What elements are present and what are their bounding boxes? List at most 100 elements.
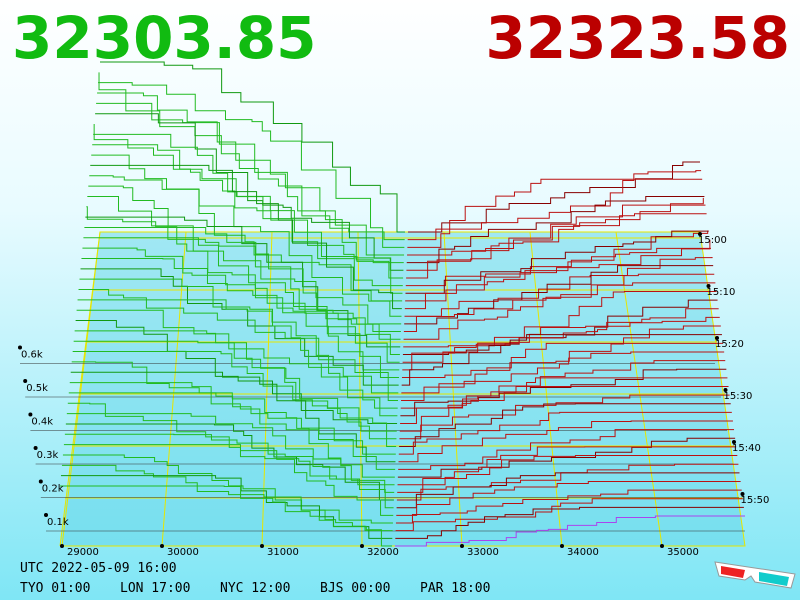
depth-tick: [44, 513, 48, 517]
bid-trace: [91, 154, 403, 302]
ask-trace: [402, 308, 719, 363]
floor-plane: [60, 232, 745, 546]
glasses-icon: [714, 561, 796, 589]
ask-trace: [404, 247, 711, 310]
bid-trace: [66, 413, 395, 493]
axis-labels: 29000 30000 31000 32000 33000 34000 35000 15:00…: [18, 232, 769, 558]
ask-trace: [395, 515, 745, 547]
time-label: 15:30: [724, 391, 753, 402]
ask-trace: [396, 463, 739, 501]
price-label: 31000: [267, 547, 299, 558]
ask-trace: [406, 204, 706, 271]
bid-trace: [76, 309, 398, 417]
price-label: 34000: [567, 547, 599, 558]
ask-trace: [397, 455, 738, 493]
bid-trace: [69, 382, 396, 470]
ask-trace: [395, 489, 742, 524]
zone-time: NYC 12:00: [220, 581, 290, 596]
ask-trace: [405, 230, 709, 294]
ask-trace: [402, 299, 718, 356]
time-tick: [715, 336, 719, 340]
price-tick: [560, 544, 564, 548]
time-tick: [698, 232, 702, 236]
depth-label: 0.6k: [21, 350, 43, 361]
price-grid-line: [529, 231, 563, 547]
time-label: 15:10: [707, 287, 736, 298]
ask-price: 32323.58: [485, 4, 790, 72]
price-label: 30000: [167, 547, 199, 558]
zone-time: LON 17:00: [120, 581, 190, 596]
price-grid-line: [443, 231, 463, 547]
ask-trace: [407, 170, 702, 241]
ask-trace: [399, 403, 731, 447]
bid-trace: [92, 144, 403, 294]
ask-trace: [398, 411, 732, 455]
price-label: 35000: [667, 547, 699, 558]
bid-trace: [71, 361, 396, 455]
bid-trace: [67, 402, 395, 486]
zone-time: PAR 18:00: [420, 581, 490, 596]
bid-trace: [65, 423, 394, 501]
bid-trace: [74, 330, 397, 432]
time-label: 15:40: [732, 443, 761, 454]
price-grid-line: [357, 231, 363, 547]
depth-label: 0.3k: [37, 450, 59, 461]
bid-trace: [84, 226, 400, 356]
bid-trace: [82, 247, 400, 371]
time-tick: [706, 284, 711, 288]
ask-trace: [404, 265, 714, 325]
ask-trace: [399, 385, 729, 432]
bid-trace: [98, 82, 405, 248]
bid-trace: [85, 216, 401, 348]
bid-trace: [100, 61, 405, 233]
ask-trace: [401, 342, 724, 394]
bid-trace: [81, 257, 399, 379]
bid-trace: [60, 485, 392, 547]
bid-trace: [97, 92, 405, 256]
bid-trace: [79, 278, 399, 394]
bid-trace: [78, 289, 399, 401]
bid-trace: [86, 206, 401, 340]
floor-grid: [20, 231, 746, 547]
price-label: 29000: [67, 547, 99, 558]
bid-trace: [96, 102, 404, 264]
depth-tick: [28, 412, 33, 417]
price-label: 33000: [467, 547, 499, 558]
bid-trace: [87, 195, 401, 333]
time-label: 15:00: [698, 235, 727, 246]
bid-trace: [72, 351, 397, 447]
ask-trace: [396, 480, 741, 516]
ask-trace: [395, 498, 743, 532]
bid-trace: [75, 320, 398, 424]
bid-trace: [90, 164, 402, 310]
depth-traces: [60, 61, 745, 547]
zone-time: TYO 01:00: [20, 581, 90, 596]
time-zones: TYO 01:00 LON 17:00 NYC 12:00 BJS 00:00 PAR …: [20, 581, 490, 596]
price-grid-line: [261, 231, 273, 547]
ask-trace: [406, 213, 707, 279]
bid-price: 32303.85: [12, 4, 317, 72]
bid-trace: [64, 433, 394, 509]
price-label: 32000: [367, 547, 399, 558]
ask-trace: [397, 446, 737, 486]
ask-trace: [401, 334, 722, 386]
time-tick: [723, 388, 728, 392]
depth-label: 0.2k: [42, 484, 64, 495]
ask-trace: [397, 437, 736, 478]
ask-trace: [400, 368, 727, 417]
price-tick: [160, 544, 164, 548]
depth-label: 0.5k: [26, 383, 48, 394]
ask-trace: [405, 230, 709, 287]
price-tick: [360, 544, 364, 548]
bid-trace: [88, 185, 402, 325]
bid-trace: [98, 72, 405, 241]
bid-trace: [83, 237, 400, 363]
depth-tick: [18, 345, 22, 350]
ask-trace: [398, 429, 735, 470]
bid-trace: [70, 371, 396, 463]
depth-tick: [38, 479, 43, 484]
time-tick: [732, 440, 736, 444]
bid-trace: [62, 454, 393, 524]
ask-trace: [401, 325, 721, 379]
